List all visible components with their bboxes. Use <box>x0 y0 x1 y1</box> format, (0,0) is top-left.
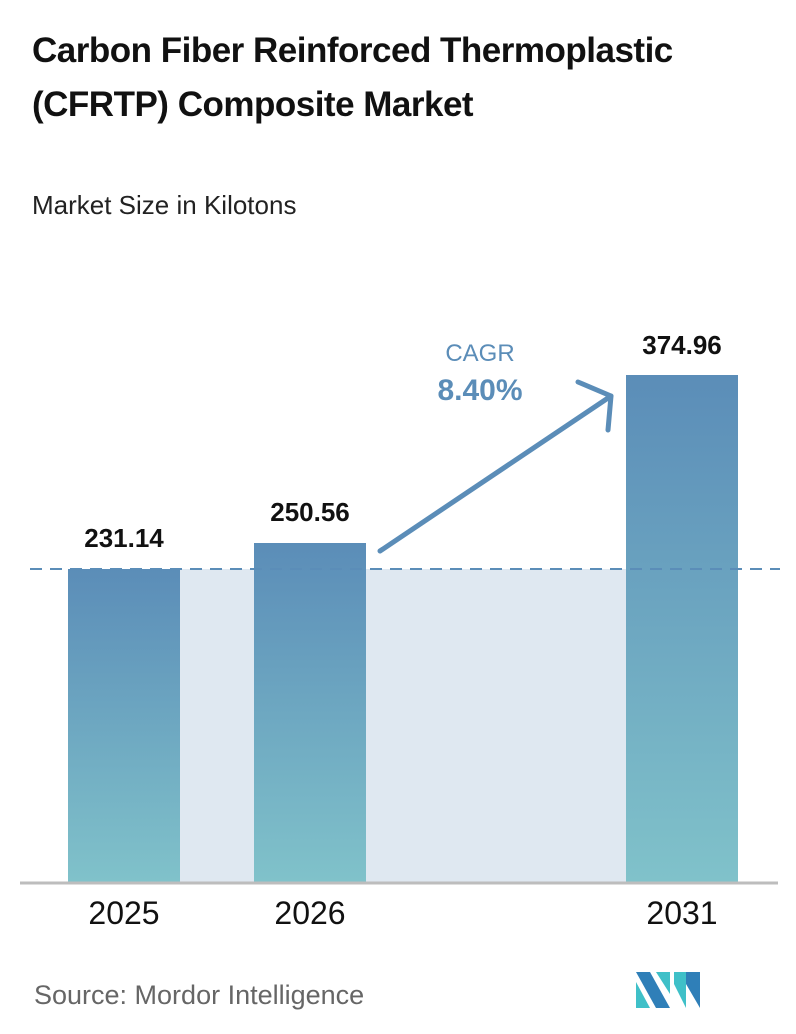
x-tick-2031: 2031 <box>646 895 718 931</box>
value-label-2025: 231.14 <box>84 523 164 553</box>
cagr-arrow-icon <box>377 379 614 554</box>
value-label-2026: 250.56 <box>270 497 350 527</box>
chart-subtitle: Market Size in Kilotons <box>32 190 297 220</box>
source-text: Source: Mordor Intelligence <box>34 980 365 1010</box>
bar-2026 <box>254 543 366 882</box>
bar-2031 <box>626 375 738 882</box>
mordor-intelligence-logo-icon <box>636 972 700 1008</box>
x-tick-2026: 2026 <box>274 895 346 931</box>
cagr-value: 8.40% <box>437 374 523 407</box>
bar-2025 <box>68 569 180 882</box>
chart-title: Carbon Fiber Reinforced Thermoplastic (C… <box>32 31 673 124</box>
cagr-label: CAGR <box>445 340 515 367</box>
x-tick-2025: 2025 <box>88 895 160 931</box>
value-label-2031: 374.96 <box>642 330 722 360</box>
